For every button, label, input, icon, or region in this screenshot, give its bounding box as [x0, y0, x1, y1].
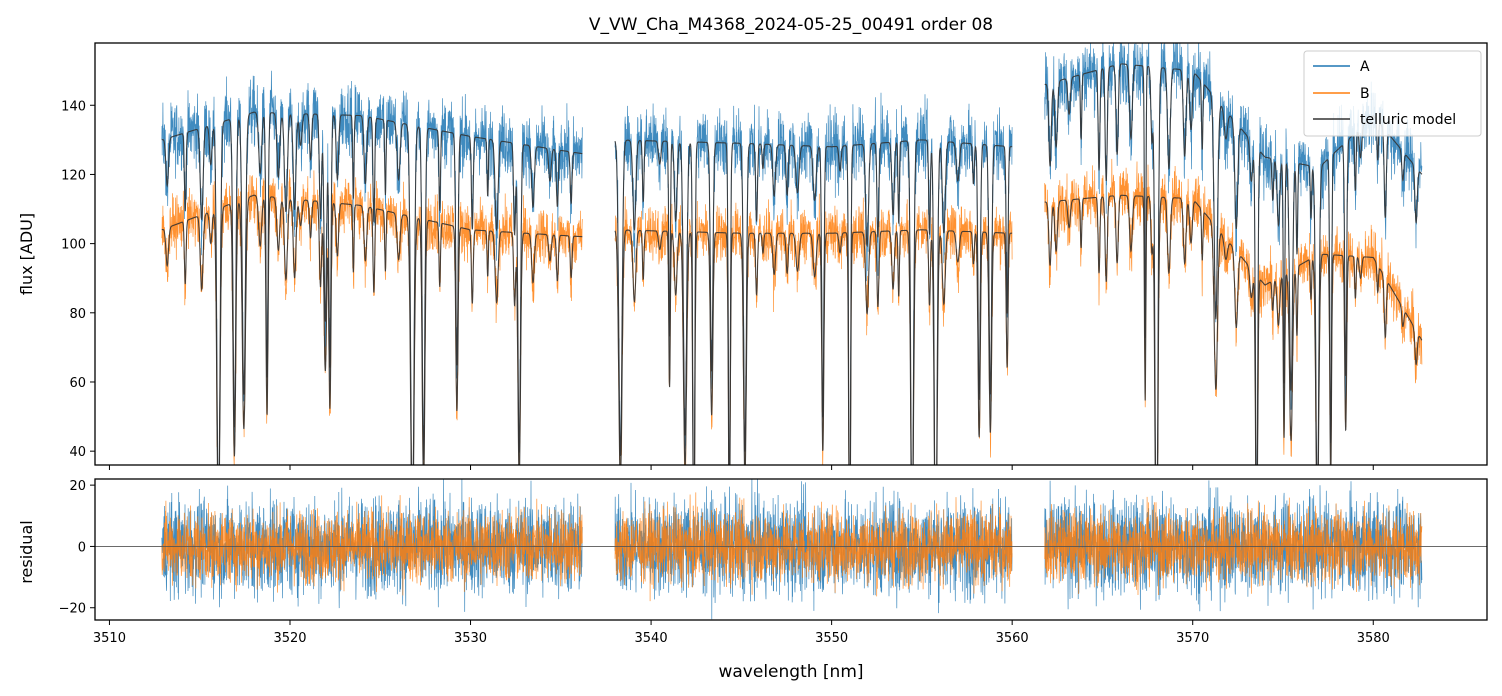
flux-y-ticks: 40 60 80 100 120 140 — [61, 99, 95, 460]
flux-y-tick-label: 60 — [69, 376, 86, 391]
residual-y-tick-label: −20 — [59, 602, 86, 617]
residual-axes-frame — [94, 478, 1488, 621]
residual-y-label: residual — [17, 520, 36, 583]
telluric-model-a-seg1 — [614, 139, 1013, 465]
telluric-model-a-seg2 — [1044, 63, 1423, 465]
residual-line-b-seg2 — [1044, 496, 1423, 596]
telluric-model-a-seg0 — [161, 111, 583, 465]
x-tick-label: 3520 — [273, 631, 306, 646]
x-tick-label: 3510 — [93, 631, 126, 646]
flux-y-tick-label: 120 — [61, 168, 86, 183]
x-tick-label: 3550 — [815, 631, 848, 646]
flux-panel: 40 60 80 100 120 140 flux [ADU] A B telluric … — [17, 42, 1488, 470]
flux-axes-frame — [94, 42, 1488, 466]
x-tick-label: 3580 — [1357, 631, 1390, 646]
flux-y-tick-label: 40 — [69, 445, 86, 460]
chart-title: V_VW_Cha_M4368_2024-05-25_00491 order 08 — [589, 15, 993, 35]
x-tick-label: 3530 — [454, 631, 487, 646]
legend-label-a: A — [1360, 59, 1370, 75]
residual-line-b-seg0 — [161, 495, 583, 596]
residual-line-b-seg1 — [614, 492, 1013, 602]
telluric-model-b-seg2 — [1044, 194, 1423, 465]
residual-x-ticks: 3510 3520 3530 3540 3550 3560 3570 3580 — [93, 620, 1390, 646]
flux-y-tick-label: 140 — [61, 99, 86, 114]
x-tick-label: 3540 — [635, 631, 668, 646]
flux-x-ticks — [108, 465, 1374, 470]
residual-y-ticks: −20 0 20 — [59, 479, 95, 617]
x-axis-label: wavelength [nm] — [718, 662, 863, 682]
legend-label-b: B — [1360, 86, 1370, 102]
legend: A B telluric model — [1303, 50, 1482, 137]
telluric-model-b-seg0 — [161, 194, 583, 465]
flux-series — [161, 43, 1423, 465]
legend-label-telluric: telluric model — [1360, 112, 1456, 128]
x-tick-label: 3560 — [996, 631, 1029, 646]
telluric-model-b-seg1 — [614, 229, 1013, 465]
flux-y-tick-label: 100 — [61, 238, 86, 253]
flux-y-tick-label: 80 — [69, 307, 86, 322]
residual-y-tick-label: 20 — [69, 479, 86, 494]
x-tick-label: 3570 — [1176, 631, 1209, 646]
residual-y-tick-label: 0 — [78, 540, 86, 555]
flux-y-label: flux [ADU] — [17, 213, 36, 295]
legend-box — [1303, 50, 1482, 137]
flux-line-a-seg1 — [614, 92, 1013, 465]
residual-series — [161, 479, 1423, 620]
